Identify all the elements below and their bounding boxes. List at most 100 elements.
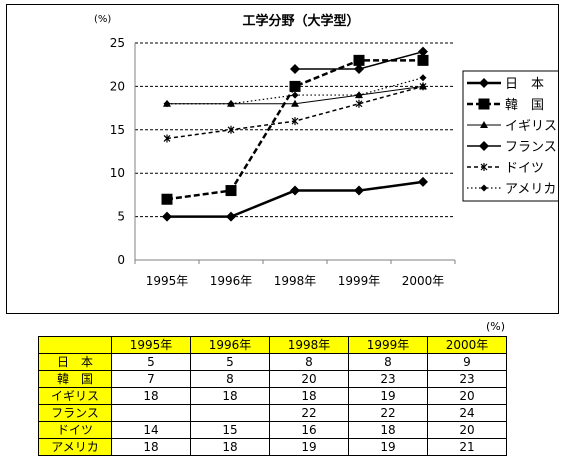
y-tick-label: 5 [117, 210, 125, 224]
table-cell: 20 [427, 421, 507, 439]
y-tick-label: 20 [110, 79, 125, 93]
table-header-row: 1995年 1996年 1998年 1999年 2000年 [38, 336, 507, 354]
table-cell: 18 [111, 438, 191, 456]
table-cell: 21 [427, 438, 507, 456]
x-tick-label: 1996年 [210, 274, 253, 288]
table-cell: 18 [190, 387, 270, 405]
table-row: イギリス 18 18 18 19 20 [38, 387, 507, 405]
table-cell [111, 404, 191, 422]
legend-marker [478, 98, 490, 110]
table-row: 韓 国 7 8 20 23 23 [38, 370, 507, 388]
table-header-cell: 1995年 [111, 336, 191, 354]
data-point-4 [418, 46, 428, 57]
table-cell: 5 [190, 353, 270, 371]
legend-label: 韓 国 [505, 98, 544, 113]
table-cell: 15 [190, 421, 270, 439]
y-unit-label: (%) [94, 14, 111, 25]
table-row: アメリカ 18 18 19 19 21 [38, 438, 507, 456]
legend-label: 日 本 [505, 77, 544, 92]
table-cell: 16 [269, 421, 349, 439]
legend-marker [480, 121, 488, 128]
line-chart: 工学分野（大学型） (%) 0 5 10 15 20 25 1995年 1996年 1998年 199… [94, 13, 558, 288]
data-point-1 [418, 176, 428, 187]
table-cell: 5 [111, 353, 191, 371]
table-header-cell: 2000年 [427, 336, 507, 354]
data-point-2 [225, 185, 237, 197]
legend-marker [480, 184, 488, 192]
table-cell: 23 [427, 370, 507, 388]
table-header-cell: 1996年 [190, 336, 270, 354]
data-point-5 [163, 134, 171, 143]
table-row-label: イギリス [38, 387, 112, 405]
data-point-4 [354, 64, 364, 75]
data-point-1 [162, 211, 172, 222]
table-cell: 20 [269, 370, 349, 388]
table-cell: 22 [348, 404, 428, 422]
data-point-1 [354, 185, 364, 196]
table-row: フランス 22 22 24 [38, 404, 507, 422]
x-tick-label: 1999年 [338, 274, 381, 288]
data-point-2 [417, 54, 429, 66]
table-cell: 23 [348, 370, 428, 388]
y-tick-label: 0 [117, 253, 125, 267]
table-cell: 18 [269, 387, 349, 405]
data-point-5 [355, 99, 363, 108]
table-cell: 8 [190, 370, 270, 388]
table-cell: 19 [269, 438, 349, 456]
table-corner-cell [38, 336, 112, 354]
table-cell: 8 [269, 353, 349, 371]
table-cell: 18 [111, 387, 191, 405]
table-cell: 22 [269, 404, 349, 422]
table-row-label: 日 本 [38, 353, 112, 371]
x-tick-label: 2000年 [402, 274, 445, 288]
data-point-2 [353, 54, 365, 66]
legend-marker [480, 163, 488, 171]
table-cell: 14 [111, 421, 191, 439]
data-point-6 [163, 100, 171, 108]
legend-label: フランス [505, 140, 557, 155]
data-point-1 [226, 211, 236, 222]
data-point-5 [291, 117, 299, 126]
chart-frame: 工学分野（大学型） (%) 0 5 10 15 20 25 1995年 1996年 1998年 199… [6, 4, 559, 314]
x-tick-label: 1995年 [146, 274, 189, 288]
y-tick-label: 15 [110, 123, 125, 137]
table-cell: 18 [348, 421, 428, 439]
table-row-label: 韓 国 [38, 370, 112, 388]
table-cell: 24 [427, 404, 507, 422]
table-header-cell: 1998年 [269, 336, 349, 354]
chart-title: 工学分野（大学型） [242, 13, 359, 29]
y-tick-label: 10 [110, 166, 125, 180]
table-row: ドイツ 14 15 16 18 20 [38, 421, 507, 439]
data-point-6 [291, 91, 299, 99]
table-cell: 19 [348, 438, 428, 456]
legend-marker [479, 78, 489, 88]
data-point-6 [227, 100, 235, 108]
table-cell: 7 [111, 370, 191, 388]
data-point-6 [419, 74, 427, 82]
data-point-1 [290, 185, 300, 196]
data-point-5 [227, 125, 235, 134]
y-tick-label: 25 [110, 36, 125, 50]
data-point-3 [291, 99, 299, 107]
table-unit-label: (%) [486, 320, 506, 333]
legend-label: アメリカ [505, 182, 556, 197]
table-cell: 8 [348, 353, 428, 371]
table-header-cell: 1999年 [348, 336, 428, 354]
table-cell: 20 [427, 387, 507, 405]
legend-marker [479, 141, 489, 151]
table-row-label: ドイツ [38, 421, 112, 439]
legend-label: イギリス [505, 119, 557, 134]
data-point-6 [355, 91, 363, 99]
table-row-label: アメリカ [38, 438, 112, 456]
data-point-4 [290, 64, 300, 75]
data-point-2 [161, 193, 173, 205]
table-row-label: フランス [38, 404, 112, 422]
x-tick-label: 1998年 [274, 274, 317, 288]
table-cell: 9 [427, 353, 507, 371]
legend-label: ドイツ [505, 161, 544, 176]
data-point-5 [419, 82, 427, 91]
legend-box [462, 70, 558, 202]
data-point-2 [289, 80, 301, 92]
